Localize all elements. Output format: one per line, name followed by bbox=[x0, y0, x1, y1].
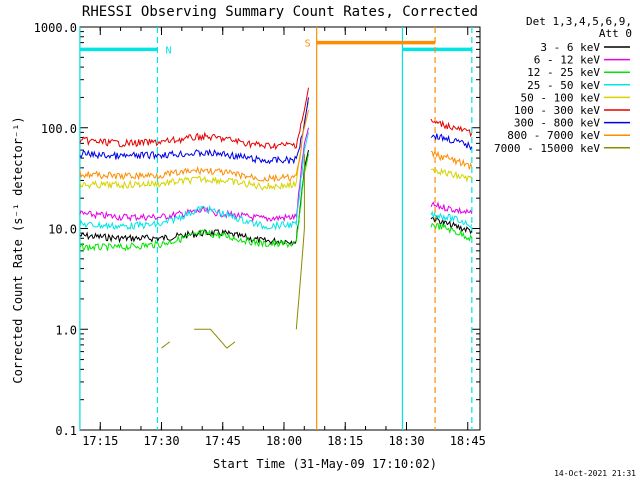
series-line bbox=[161, 341, 170, 349]
legend-entry-label: 3 - 6 keV bbox=[540, 41, 600, 54]
series-line bbox=[194, 328, 236, 349]
y-tick-label: 1000.0 bbox=[34, 21, 77, 35]
axes: 17:15 17:30 17:45 18:00 18:15 18:30 18:45 0.1 1.… bbox=[34, 21, 486, 448]
legend-header-line2: Att 0 bbox=[599, 27, 632, 40]
legend-entry-label: 50 - 100 keV bbox=[521, 91, 601, 104]
y-axis-label: Corrected Count Rate (s⁻¹ detector⁻¹) bbox=[11, 116, 25, 383]
y-tick-label: 10.0 bbox=[48, 223, 77, 237]
footer-timestamp: 14-Oct-2021 21:31 bbox=[554, 469, 636, 478]
instrument-flags: NS bbox=[79, 27, 473, 430]
flag-S-label: S bbox=[305, 39, 311, 50]
series-line bbox=[79, 101, 309, 191]
x-tick-label: 17:45 bbox=[205, 434, 241, 448]
y-tick-label: 0.1 bbox=[55, 424, 77, 438]
series-line bbox=[79, 153, 309, 253]
series-line bbox=[430, 133, 473, 151]
series-line bbox=[430, 118, 473, 138]
x-tick-label: 18:00 bbox=[266, 434, 302, 448]
chart-title: RHESSI Observing Summary Count Rates, Co… bbox=[82, 4, 478, 20]
series-line bbox=[79, 132, 309, 231]
series-line bbox=[430, 222, 473, 242]
legend-entry-label: 6 - 12 keV bbox=[534, 54, 601, 67]
series-line bbox=[430, 150, 473, 170]
flag-N-label: N bbox=[165, 45, 171, 56]
x-tick-label: 17:15 bbox=[82, 434, 118, 448]
x-axis-label: Start Time (31-May-09 17:10:02) bbox=[213, 457, 437, 471]
legend-entry-label: 7000 - 15000 keV bbox=[494, 142, 600, 155]
series-group bbox=[79, 87, 473, 349]
x-tick-label: 18:15 bbox=[327, 434, 363, 448]
legend-entry-label: 100 - 300 keV bbox=[514, 104, 600, 117]
x-tick-label: 17:30 bbox=[143, 434, 179, 448]
x-tick-label: 18:45 bbox=[450, 434, 486, 448]
legend-header-line1: Det 1,3,4,5,6,9, bbox=[526, 15, 632, 28]
legend-entry-label: 800 - 7000 keV bbox=[507, 129, 600, 142]
legend-entry-label: 25 - 50 keV bbox=[527, 79, 600, 92]
legend-entry-label: 300 - 800 keV bbox=[514, 117, 600, 130]
series-line bbox=[79, 87, 309, 151]
series-line bbox=[79, 127, 309, 223]
y-tick-label: 100.0 bbox=[41, 122, 77, 136]
series-line bbox=[430, 201, 473, 215]
series-line bbox=[79, 109, 309, 182]
series-line bbox=[295, 153, 305, 330]
series-line bbox=[430, 210, 473, 228]
series-line bbox=[79, 149, 309, 246]
y-tick-label: 1.0 bbox=[55, 323, 77, 337]
x-tick-label: 18:30 bbox=[388, 434, 424, 448]
plot-frame bbox=[79, 26, 481, 431]
series-line bbox=[430, 167, 473, 183]
legend-entry-label: 12 - 25 keV bbox=[527, 66, 600, 79]
series-line bbox=[79, 97, 309, 165]
